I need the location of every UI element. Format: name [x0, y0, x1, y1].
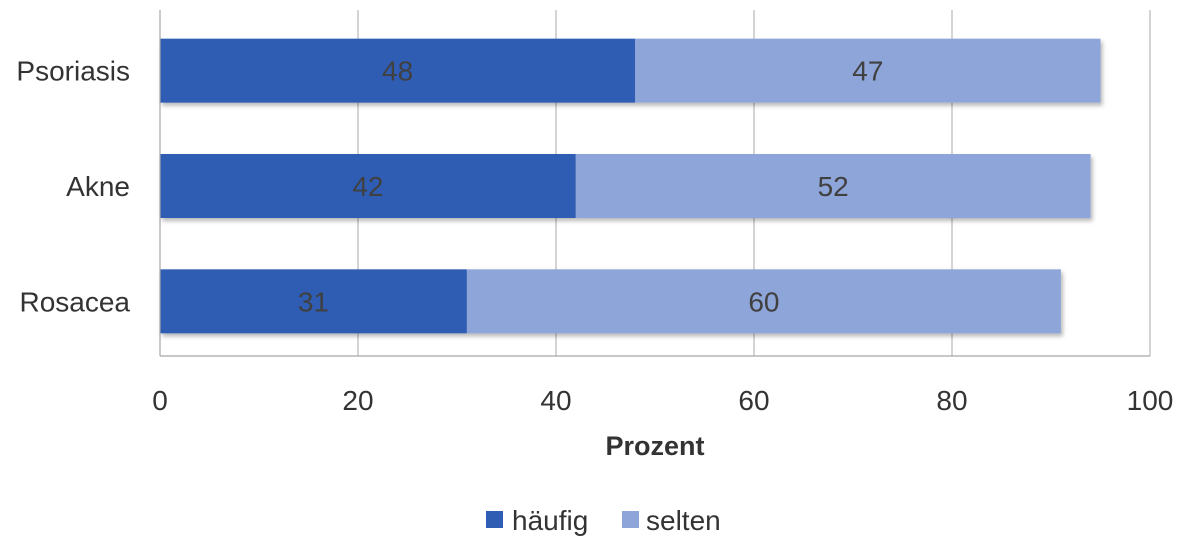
category-label: Psoriasis	[16, 56, 130, 87]
x-tick-labels: 0 20 40 60 80 100	[152, 385, 1173, 416]
category-label: Rosacea	[19, 286, 130, 317]
x-tick-label: 100	[1127, 385, 1174, 416]
x-axis-title: Prozent	[605, 431, 704, 461]
bar-häufig-Psoriasis	[160, 38, 636, 103]
legend-label: häufig	[512, 505, 588, 536]
x-tick-label: 80	[936, 385, 967, 416]
bar-group	[160, 269, 1061, 334]
bar-selten-Psoriasis	[635, 38, 1101, 103]
category-label: Akne	[66, 171, 130, 202]
data-label: 60	[748, 286, 779, 317]
data-label: 31	[298, 286, 329, 317]
data-label: 42	[352, 171, 383, 202]
bar-häufig-Rosacea	[160, 269, 467, 334]
data-label: 47	[852, 56, 883, 87]
x-tick-label: 0	[152, 385, 168, 416]
bar-selten-Akne	[575, 154, 1091, 218]
legend-swatch	[486, 511, 503, 528]
bar-group	[160, 38, 1101, 103]
bar-group	[160, 154, 1091, 218]
legend-label: selten	[646, 505, 721, 536]
category-labels: Psoriasis Akne Rosacea	[16, 56, 130, 318]
data-label: 48	[382, 56, 413, 87]
bars: 48 47 42 52 31 60	[160, 38, 1101, 334]
bar-selten-Rosacea	[466, 269, 1061, 334]
x-tick-label: 40	[540, 385, 571, 416]
data-label: 52	[818, 171, 849, 202]
bar-häufig-Akne	[160, 154, 576, 218]
x-tick-label: 60	[738, 385, 769, 416]
axes	[159, 10, 1150, 357]
legend: häufig selten	[486, 505, 721, 536]
x-tick-label: 20	[342, 385, 373, 416]
legend-swatch	[622, 511, 639, 528]
